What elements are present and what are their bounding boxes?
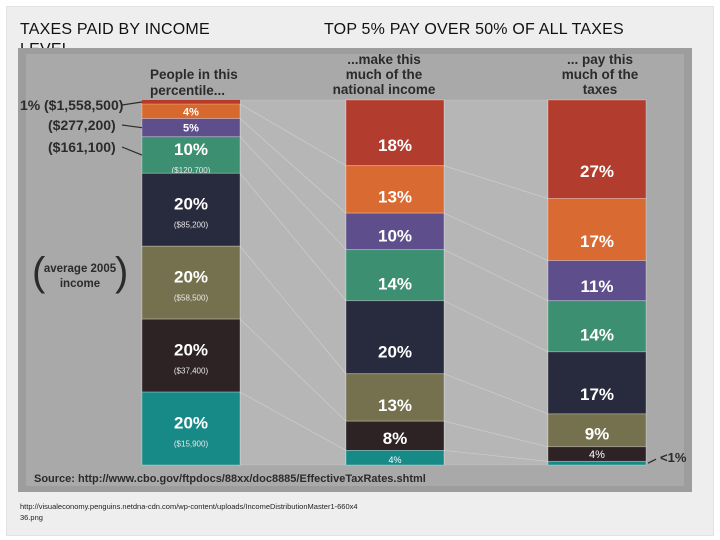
bar-segment (141, 318, 241, 393)
bar-segment (547, 460, 647, 466)
bar-segment (141, 391, 241, 466)
bar-segment (345, 373, 445, 422)
bar-segment (142, 100, 240, 104)
segment-label: 20% (174, 195, 208, 214)
segment-income-note: ($120,700) (172, 166, 211, 175)
segment-label: 20% (378, 343, 412, 362)
bracket-left: ( (32, 250, 46, 294)
segment-label: 4% (183, 106, 199, 118)
side-percent-label: 1% (20, 97, 41, 113)
bracket-label-line1: average 2005 (44, 263, 117, 275)
segment-label: 10% (174, 140, 208, 159)
bar-segment (547, 351, 647, 415)
column-header-income-line3: national income (333, 82, 436, 97)
bar-segment (345, 165, 445, 214)
source-text: Source: http://www.cbo.gov/ftpdocs/88xx/… (34, 473, 426, 485)
column-header-taxes-line2: much of the (562, 67, 639, 82)
bracket-right: ) (115, 250, 128, 294)
segment-label: 13% (378, 188, 412, 207)
bar-segment (141, 172, 241, 247)
segment-label: 20% (174, 268, 208, 287)
chart-svg: 4% 5% 10% ($120,700) 20% ($85,200) 20% ($58,500… (20, 52, 687, 486)
segment-label: 8% (383, 429, 408, 448)
segment-income-note: ($85,200) (174, 221, 209, 230)
segment-label: 18% (378, 136, 412, 155)
segment-label: 4% (388, 455, 401, 465)
segment-label: 20% (174, 341, 208, 360)
side-income-label: ($277,200) (48, 117, 116, 133)
column-header-people-line1: People in this (150, 67, 238, 82)
segment-label: 10% (378, 227, 412, 246)
outside-label: <1% (660, 450, 687, 465)
bar-segment (345, 449, 445, 466)
bar-segment (547, 300, 647, 353)
column-header-taxes-line3: taxes (583, 82, 618, 97)
segment-label: 4% (589, 449, 605, 461)
side-income-label: ($161,100) (48, 139, 116, 155)
bracket-label-line2: income (60, 278, 100, 290)
segment-label: 17% (580, 385, 614, 404)
bar-segment (345, 212, 445, 251)
bar-segment (345, 99, 445, 167)
image-source-url: http://visualeconomy.penguins.netdna-cdn… (20, 502, 358, 522)
segment-income-note: ($58,500) (174, 294, 209, 303)
segment-label: 9% (585, 425, 610, 444)
segment-label: 14% (378, 275, 412, 294)
side-income-label: ($1,558,500) (44, 97, 123, 113)
segment-income-note: ($15,900) (174, 440, 209, 449)
segment-label: 5% (183, 123, 199, 135)
column-header-people-line2: percentile... (150, 83, 225, 98)
segment-label: 17% (580, 232, 614, 251)
bar-segment (547, 198, 647, 262)
side-leader-line (121, 101, 143, 106)
segment-label: 27% (580, 162, 614, 181)
bar-segment (547, 99, 647, 199)
slide-title-right: TOP 5% PAY OVER 50% OF ALL TAXES (324, 21, 624, 38)
segment-label: 13% (378, 396, 412, 415)
income-tax-chart: 4% 5% 10% ($120,700) 20% ($85,200) 20% ($58,500… (18, 48, 692, 492)
bar-segment (141, 136, 241, 174)
bar-segment (345, 249, 445, 302)
bar-segment (345, 300, 445, 375)
segment-income-note: ($37,400) (174, 367, 209, 376)
bar-segment (547, 413, 647, 448)
column-header-income-line2: much of the (346, 67, 423, 82)
segment-label: 11% (580, 277, 613, 296)
segment-label: 14% (580, 326, 614, 345)
bar-segment (141, 245, 241, 320)
outside-leader-line (647, 458, 657, 464)
bar-segment (345, 420, 445, 451)
segment-label: 20% (174, 414, 208, 433)
side-leader-line (121, 124, 143, 129)
column-header-income-line1: ...make this (347, 52, 421, 67)
column-header-taxes-line1: ... pay this (567, 52, 633, 67)
bar-segment (547, 260, 647, 302)
side-leader-line (121, 146, 143, 156)
